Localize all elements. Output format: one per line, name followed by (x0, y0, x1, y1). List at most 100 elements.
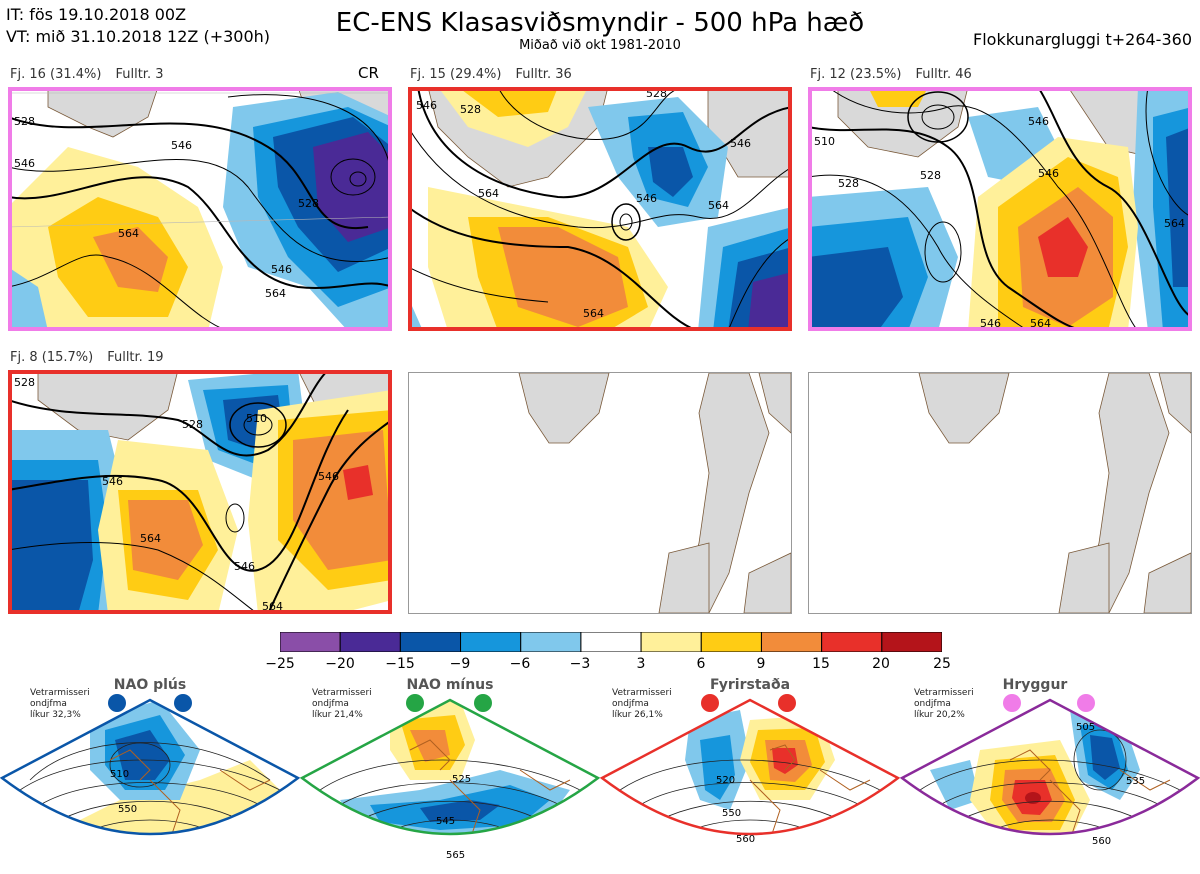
cluster-1-frame (8, 87, 392, 331)
colorbar-labels: −25 −20 −15 −9 −6 −3 3 6 9 15 20 25 (260, 656, 962, 674)
regime-3-note-line: ondjfma (612, 699, 649, 709)
cluster-1-members: Fulltr. 3 (115, 67, 164, 82)
regime-4-contour-label: 505 (1076, 722, 1095, 733)
regime-3-map-svg: 520 550 560 (599, 698, 901, 845)
regime-3-contour-label: 550 (722, 808, 741, 819)
cluster-4-contour-label: 564 (262, 600, 283, 613)
empty-map-svg-1 (518, 373, 791, 613)
regime-2-note-line: líkur 21,4% (312, 710, 363, 720)
regime-1-note-line: líkur 32,3% (30, 710, 81, 720)
colorbar-tick-label: 15 (812, 656, 830, 672)
cluster-4-contour-label: 546 (318, 470, 339, 483)
cluster-4-map: 528 510 528 546 546 564 546 564 (8, 370, 392, 614)
cluster-4-name: Fj. 8 (15.7%) (10, 350, 94, 365)
cluster-1-map-svg: 528 546 546 564 528 546 564 (8, 87, 392, 331)
cluster-2-label: Fj. 15 (29.4%) Fulltr. 36 (410, 67, 586, 82)
regime-2-contour-label: 565 (446, 850, 465, 861)
regime-1-map-svg: 510 550 (0, 698, 301, 836)
colorbar-tick-label: 6 (696, 656, 706, 672)
colorbar-tick-label: −3 (569, 656, 591, 672)
cluster-4-map-svg: 528 510 528 546 546 564 546 564 (8, 370, 392, 614)
colorbar-svg (279, 631, 943, 653)
colorbar-swatch (760, 631, 823, 653)
colorbar-swatch (520, 631, 582, 653)
cluster-3-contour-label: 564 (1030, 317, 1051, 330)
cluster-1-contour-label: 528 (14, 115, 35, 128)
cluster-2-contour-label: 546 (730, 137, 751, 150)
regime-4-note-line: Vetrarmisseri (914, 688, 974, 698)
colorbar-tick-label: −20 (325, 656, 355, 672)
regime-3-contour-label: 520 (716, 775, 735, 786)
regime-1-map: 510 550 (0, 690, 301, 870)
regime-3-map: 520 550 560 (599, 690, 901, 870)
regime-4-contour-label: 560 (1092, 836, 1111, 847)
regime-2-contour-label: 545 (436, 816, 455, 827)
cluster-3-contour-label: 564 (1164, 217, 1185, 230)
colorbar-swatch (279, 631, 341, 653)
regime-4-note-line: ondjfma (914, 699, 951, 709)
colorbar-swatch (821, 631, 883, 653)
regime-2-marker (474, 694, 492, 712)
cluster-1-contour-label: 546 (14, 157, 35, 170)
cluster-3-contour-label: 528 (920, 169, 941, 182)
cluster-3-contour-label: 546 (1038, 167, 1059, 180)
colorbar-tick-label: 20 (872, 656, 890, 672)
cluster-4-frame (8, 370, 392, 614)
cluster-4-contour-label: 546 (102, 475, 123, 488)
regime-2-contour-label: 525 (452, 774, 471, 785)
cluster-3-label: Fj. 12 (23.5%) Fulltr. 46 (810, 67, 986, 82)
cluster-3-name: Fj. 12 (23.5%) (810, 67, 902, 82)
cluster-1-tag: CR (358, 64, 379, 82)
cluster-4-contour-label: 564 (140, 532, 161, 545)
colorbar-tick-label: −6 (509, 656, 531, 672)
empty-map-panel (408, 372, 792, 614)
regime-3-contour-label: 560 (736, 834, 755, 845)
regime-1-note-line: Vetrarmisseri (30, 688, 90, 698)
regime-4-map-svg: 505 535 560 (899, 698, 1200, 847)
cluster-2-map-svg: 546 528 564 528 564 546 546 564 (408, 87, 792, 331)
cluster-2-contour-label: 546 (416, 99, 437, 112)
page-title: EC-ENS Klasasviðsmyndir - 500 hPa hæð (335, 8, 865, 38)
cluster-3-map-svg: 510 528 528 546 546 564 546 564 (808, 87, 1192, 331)
cluster-1-contour-label: 546 (171, 139, 192, 152)
regime-4-marker (1003, 694, 1021, 712)
cluster-2-members: Fulltr. 36 (515, 67, 572, 82)
colorbar-swatch (700, 631, 762, 653)
cluster-2-contour-label: 564 (583, 307, 604, 320)
cluster-2-contour-label: 564 (478, 187, 499, 200)
regime-2-note: Vetrarmisseri ondjfma líkur 21,4% (312, 688, 372, 721)
regime-4-note-line: líkur 20,2% (914, 710, 965, 720)
cluster-3-contour-label: 546 (1028, 115, 1049, 128)
regime-2-note-line: Vetrarmisseri (312, 688, 372, 698)
regime-4-marker (1077, 694, 1095, 712)
cluster-1-contour-label: 564 (118, 227, 139, 240)
regime-2-map: 525 545 565 (299, 690, 601, 870)
empty-map-panel (808, 372, 1192, 614)
colorbar-swatch (881, 631, 943, 653)
cluster-1-map: 528 546 546 564 528 546 564 (8, 87, 392, 331)
cluster-3-members: Fulltr. 46 (915, 67, 972, 82)
regime-4-note: Vetrarmisseri ondjfma líkur 20,2% (914, 688, 974, 721)
regime-1-title: NAO plús (113, 677, 187, 693)
colorbar-tick-label: 3 (636, 656, 646, 672)
run-info: IT: fös 19.10.2018 00Z VT: mið 31.10.201… (6, 4, 270, 48)
cluster-2-contour-label: 564 (708, 199, 729, 212)
cluster-2-contour-label: 546 (636, 192, 657, 205)
colorbar (279, 631, 943, 653)
regime-4-contour-label: 535 (1126, 776, 1145, 787)
cluster-1-contour-label: 546 (271, 263, 292, 276)
regime-3-note-line: Vetrarmisseri (612, 688, 672, 698)
cluster-1-name: Fj. 16 (31.4%) (10, 67, 102, 82)
cluster-4-contour-label: 528 (182, 418, 203, 431)
cluster-4-label: Fj. 8 (15.7%) Fulltr. 19 (10, 350, 178, 365)
cluster-4-members: Fulltr. 19 (107, 350, 164, 365)
cluster-2-frame (408, 87, 792, 331)
regime-3-marker (701, 694, 719, 712)
cluster-1-contour-label: 528 (298, 197, 319, 210)
cluster-2-map: 546 528 564 528 564 546 546 564 (408, 87, 792, 331)
colorbar-swatch (339, 631, 401, 653)
regime-2-map-svg: 525 545 565 (299, 698, 601, 861)
regime-1-note-line: ondjfma (30, 699, 67, 709)
regime-1-note: Vetrarmisseri ondjfma líkur 32,3% (30, 688, 90, 721)
empty-map-svg-2 (918, 373, 1191, 613)
